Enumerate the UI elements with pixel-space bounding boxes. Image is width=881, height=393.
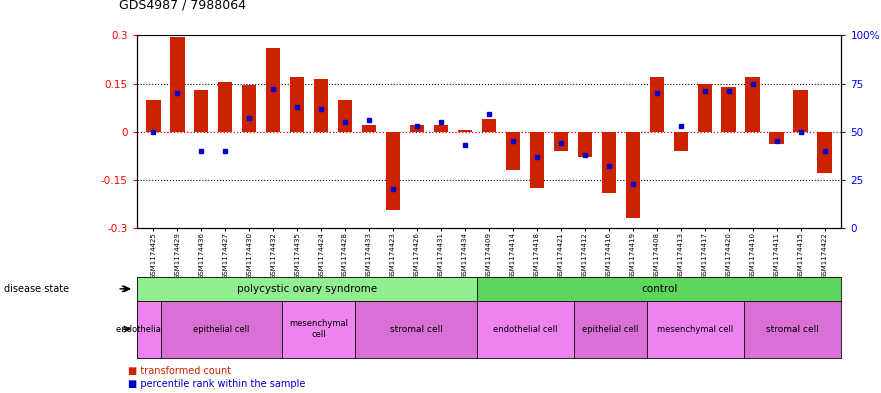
Text: stromal cell: stromal cell [389,325,442,334]
Bar [314,79,329,132]
Text: endothelial cell: endothelial cell [116,325,181,334]
Bar [649,77,664,132]
Text: ■ transformed count: ■ transformed count [128,366,231,376]
Text: epithelial cell: epithelial cell [194,325,250,334]
Bar [794,90,808,132]
Text: control: control [640,284,677,294]
Bar [482,119,496,132]
Bar [529,132,544,188]
Text: epithelial cell: epithelial cell [582,325,639,334]
Bar [218,82,233,132]
Bar [290,77,304,132]
Bar [602,132,616,193]
Bar [553,132,568,151]
Bar [626,132,640,219]
Bar [698,83,712,132]
Text: GDS4987 / 7988064: GDS4987 / 7988064 [119,0,246,12]
Text: disease state: disease state [4,284,70,294]
Bar [433,125,448,132]
Text: stromal cell: stromal cell [766,325,819,334]
Text: mesenchymal cell: mesenchymal cell [657,325,734,334]
Text: mesenchymal
cell: mesenchymal cell [289,320,348,339]
Bar [506,132,520,170]
Bar [722,87,736,132]
Bar [242,85,256,132]
Bar [745,77,759,132]
Bar [578,132,592,157]
Bar [674,132,688,151]
Bar [818,132,832,173]
Text: endothelial cell: endothelial cell [493,325,558,334]
Text: polycystic ovary syndrome: polycystic ovary syndrome [237,284,377,294]
Bar [266,48,280,132]
Text: ■ percentile rank within the sample: ■ percentile rank within the sample [128,379,305,389]
Bar [386,132,400,210]
Bar [362,125,376,132]
Bar [410,125,425,132]
Bar [338,99,352,132]
Bar [170,37,184,132]
Bar [769,132,784,145]
Bar [194,90,209,132]
Bar [458,130,472,132]
Bar [146,99,160,132]
